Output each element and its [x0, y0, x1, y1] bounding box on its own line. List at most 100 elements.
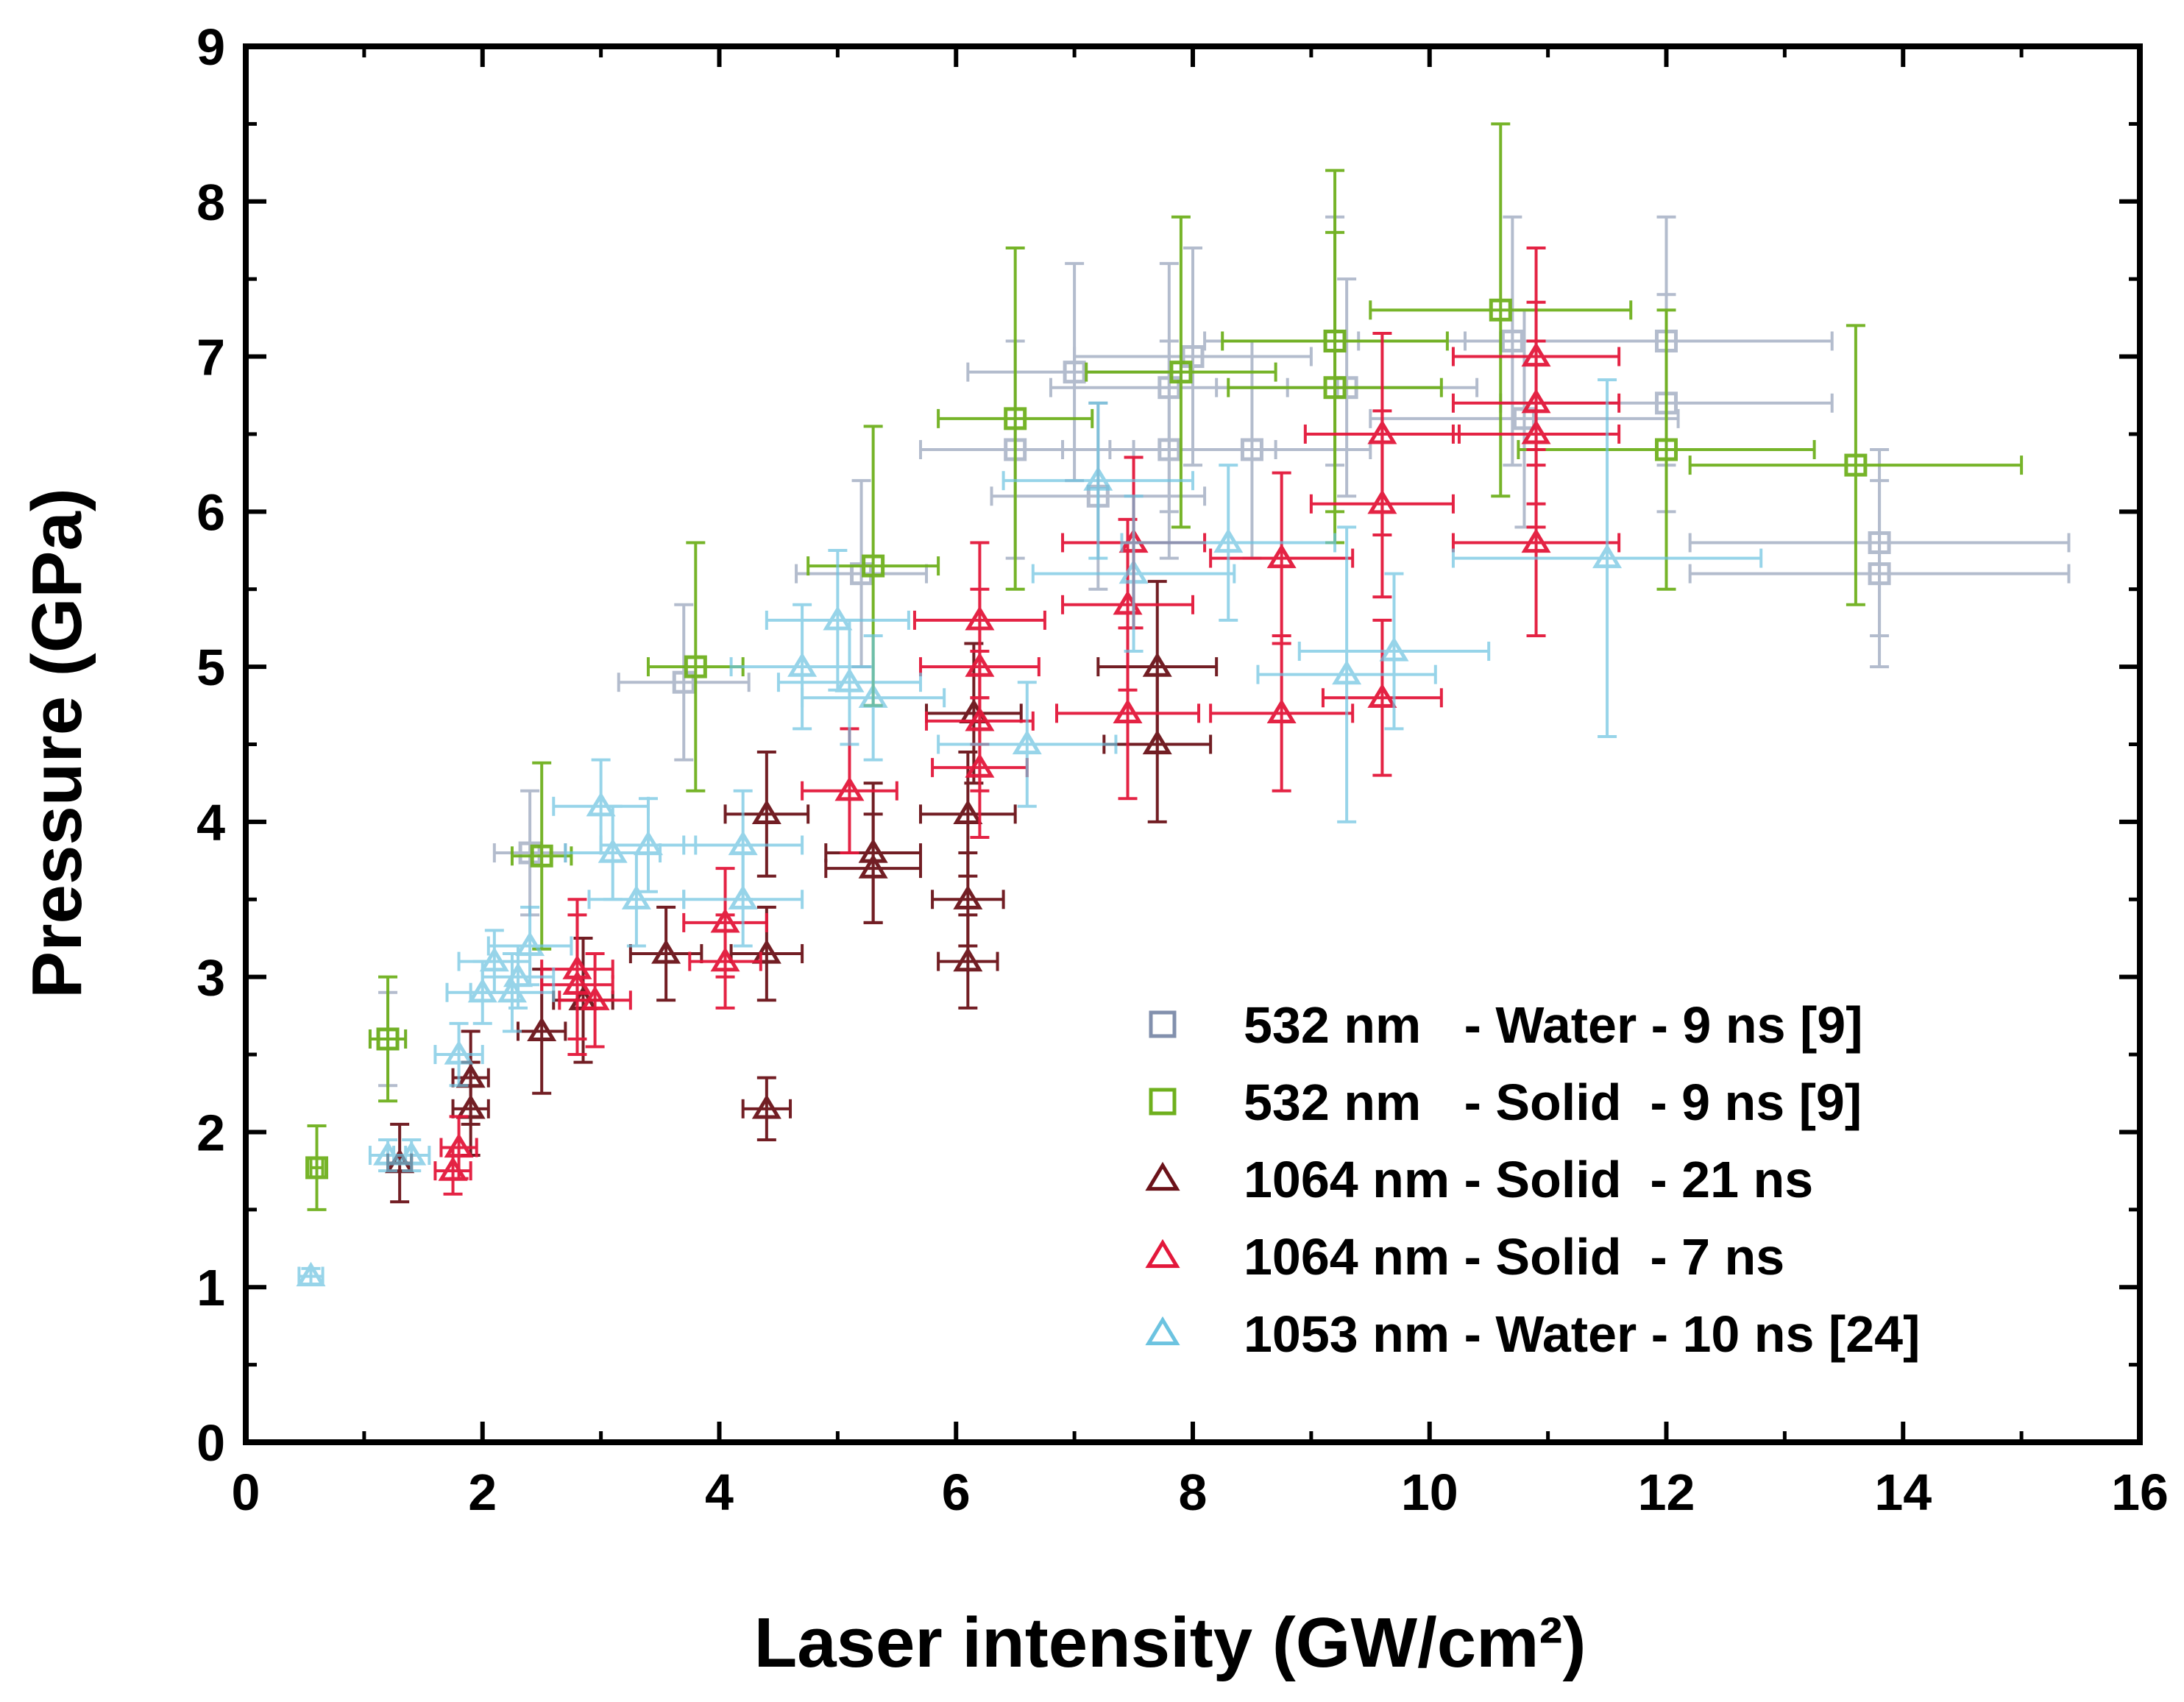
- y-tick-label: 4: [196, 794, 225, 851]
- data-marker: [1266, 543, 1297, 569]
- data-point: [1031, 494, 1236, 653]
- data-point: [795, 479, 929, 669]
- data-point: [1369, 122, 1633, 498]
- data-point: [824, 812, 922, 924]
- data-marker: [953, 799, 983, 824]
- data-marker: [527, 1016, 557, 1042]
- data-marker: [633, 830, 663, 856]
- y-tick-label: 1: [196, 1259, 225, 1316]
- x-tick-label: 4: [705, 1464, 734, 1521]
- data-point: [433, 1021, 484, 1088]
- data-point: [1321, 618, 1443, 777]
- data-marker: [1655, 438, 1678, 461]
- x-tick-label: 12: [1638, 1464, 1695, 1521]
- series-5: [296, 378, 1763, 1287]
- data-marker: [1113, 698, 1143, 723]
- x-tick-label: 14: [1874, 1464, 1932, 1521]
- legend-label: 532 nm - Water - 9 ns [9]: [1244, 996, 1863, 1054]
- y-tick-label: 6: [196, 483, 225, 541]
- data-marker: [1844, 453, 1868, 477]
- data-point: [1451, 247, 1621, 467]
- data-point: [558, 952, 632, 1049]
- data-point: [1688, 479, 2071, 669]
- data-point: [918, 751, 1017, 878]
- series-3: [385, 580, 1219, 1204]
- data-point: [937, 681, 1118, 808]
- data-marker: [751, 1094, 781, 1119]
- legend-marker: [1145, 1238, 1180, 1269]
- data-point: [806, 425, 940, 707]
- data-marker: [1521, 341, 1551, 367]
- data-point: [305, 1124, 329, 1211]
- data-marker: [580, 985, 610, 1010]
- data-point: [646, 541, 745, 793]
- data-point: [1209, 634, 1355, 793]
- data-marker: [953, 946, 983, 972]
- series-1: [368, 215, 2071, 1088]
- legend-marker: [1149, 1088, 1177, 1116]
- data-marker: [1240, 438, 1263, 461]
- legend-marker: [1149, 1010, 1177, 1038]
- legend: 532 nm - Water - 9 ns [9] 532 nm - Solid …: [1145, 996, 1920, 1363]
- data-marker: [684, 655, 707, 678]
- data-point: [1303, 331, 1461, 536]
- x-tick-label: 2: [468, 1464, 497, 1521]
- data-point: [451, 1029, 490, 1126]
- x-tick-label: 0: [232, 1464, 260, 1521]
- data-marker: [397, 1141, 427, 1166]
- data-marker: [562, 954, 592, 979]
- x-tick-label: 10: [1401, 1464, 1458, 1521]
- data-marker: [1012, 729, 1042, 755]
- y-axis-title: Pressure (GPa): [18, 488, 96, 999]
- x-tick-label: 6: [942, 1464, 971, 1521]
- data-point: [1096, 580, 1219, 754]
- legend-entry-2: 532 nm - Solid - 9 ns [9]: [1149, 1074, 1862, 1131]
- data-marker: [503, 962, 533, 987]
- data-point: [617, 603, 751, 762]
- data-marker: [1004, 407, 1027, 430]
- data-marker: [651, 939, 681, 964]
- data-point: [1517, 308, 1816, 591]
- data-point: [1369, 308, 1680, 529]
- data-marker: [787, 652, 818, 677]
- data-point: [392, 1138, 431, 1173]
- data-marker: [1379, 637, 1409, 662]
- data-point: [486, 905, 573, 987]
- legend-entry-4: 1064 nm - Solid - 7 ns: [1145, 1228, 1784, 1286]
- data-marker: [953, 884, 983, 909]
- data-point: [1085, 215, 1277, 529]
- y-tick-label: 9: [196, 18, 225, 76]
- data-point: [599, 797, 698, 893]
- data-point: [1256, 525, 1437, 823]
- data-marker: [455, 1063, 486, 1088]
- legend-entry-3: 1064 nm - Solid - 21 ns: [1145, 1151, 1813, 1208]
- legend-label: 1053 nm - Water - 10 ns [24]: [1244, 1305, 1920, 1363]
- data-point: [439, 1115, 478, 1180]
- data-marker: [834, 667, 865, 692]
- data-marker: [858, 854, 888, 879]
- data-point: [1120, 464, 1337, 622]
- legend-marker: [1145, 1161, 1180, 1191]
- data-marker: [1118, 559, 1149, 584]
- data-marker: [598, 838, 628, 863]
- data-marker: [1323, 376, 1347, 400]
- data-point: [801, 727, 898, 855]
- data-point: [587, 851, 686, 948]
- data-point: [765, 549, 910, 692]
- data-marker: [515, 931, 545, 957]
- data-marker: [1868, 562, 1891, 586]
- legend-marker: [1145, 1316, 1180, 1346]
- data-marker: [1489, 298, 1512, 322]
- data-point: [729, 603, 875, 731]
- data-marker: [1181, 345, 1205, 369]
- data-point: [296, 1261, 326, 1287]
- data-point: [1451, 378, 1763, 738]
- y-tick-label: 5: [196, 639, 225, 696]
- data-marker: [728, 830, 758, 856]
- data-marker: [1213, 528, 1244, 553]
- data-point: [776, 618, 922, 746]
- data-point: [937, 247, 1094, 591]
- data-marker: [518, 841, 542, 865]
